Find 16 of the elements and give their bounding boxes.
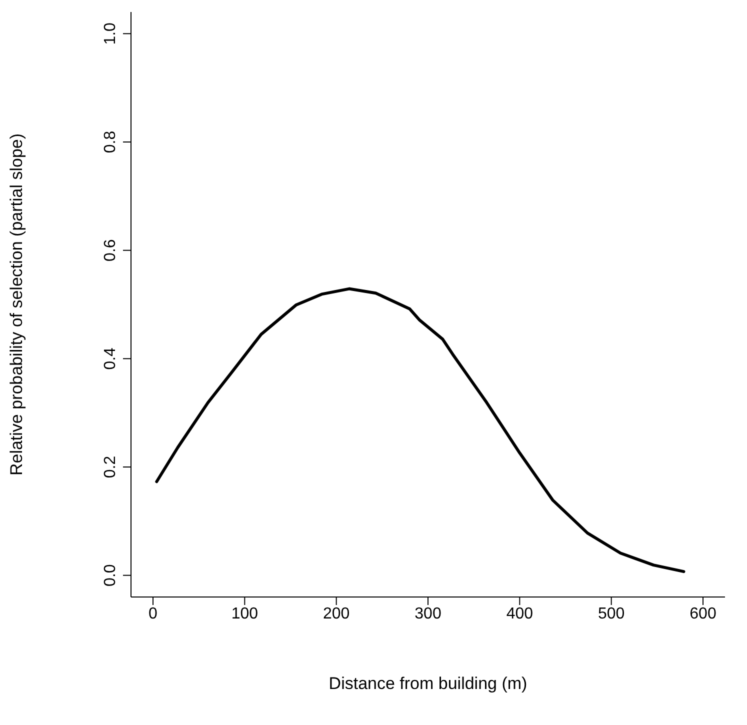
y-tick-label: 0.0 [102, 564, 119, 586]
line-series [155, 287, 686, 574]
x-tick-label: 600 [690, 605, 716, 622]
y-tick-label: 0.6 [102, 239, 119, 262]
x-tick-label: 400 [506, 605, 534, 622]
y-tick-label: 0.8 [102, 130, 119, 154]
y-tick-label: 0.2 [102, 456, 119, 478]
y-tick-label: 1.0 [102, 22, 119, 45]
x-tick-label: 500 [598, 605, 625, 622]
x-tick-label: 100 [231, 605, 258, 622]
x-axis-title: Distance from building (m) [328, 674, 528, 693]
x-tick-label: 200 [322, 605, 350, 622]
y-tick-label: 0.4 [102, 347, 119, 370]
x-tick-label: 0 [148, 605, 158, 622]
x-tick-label: 300 [414, 605, 442, 622]
y-axis-title: Relative probability of selection (partial slope) [7, 133, 26, 476]
